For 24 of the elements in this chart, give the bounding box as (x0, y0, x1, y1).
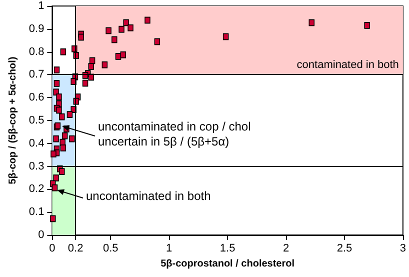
x-tick-label: 0 (49, 242, 56, 254)
y-tick-label: 0.4 (28, 137, 44, 150)
y-tick-label: 0.6 (28, 92, 44, 104)
y-tick-label: 0.2 (28, 183, 44, 196)
y-axis-title: 5β-cop / (5β-cop + 5α-chol) (8, 56, 18, 184)
annotation: uncontaminated in cop / chol uncertain in 5β / (5β+5α) (98, 120, 251, 148)
band-label: contaminated in both (296, 59, 399, 72)
y-tick-label: 0 (38, 229, 44, 241)
annotation: uncontaminated in both (86, 189, 211, 203)
x-tick-label: 1.5 (220, 242, 236, 254)
y-tick-label: 0.5 (28, 114, 44, 126)
y-tick-label: 0.3 (28, 160, 44, 172)
y-tick-label: 1 (38, 0, 44, 12)
x-axis-title: 5β-coprostanol / cholesterol (160, 258, 295, 270)
y-tick-label: 0.7 (28, 68, 44, 81)
y-tick-label: 0.8 (28, 46, 44, 58)
x-tick-label: 3 (400, 242, 406, 254)
x-tick-label: 2 (282, 242, 290, 254)
x-tick-label: 0.2 (68, 242, 84, 254)
x-tick-label: 2.5 (336, 242, 352, 254)
x-tick-label: 0.5 (103, 242, 118, 254)
y-tick-label: 0.1 (28, 206, 44, 218)
y-tick-label: 0.9 (28, 22, 44, 35)
x-tick-label: 1 (166, 242, 172, 254)
